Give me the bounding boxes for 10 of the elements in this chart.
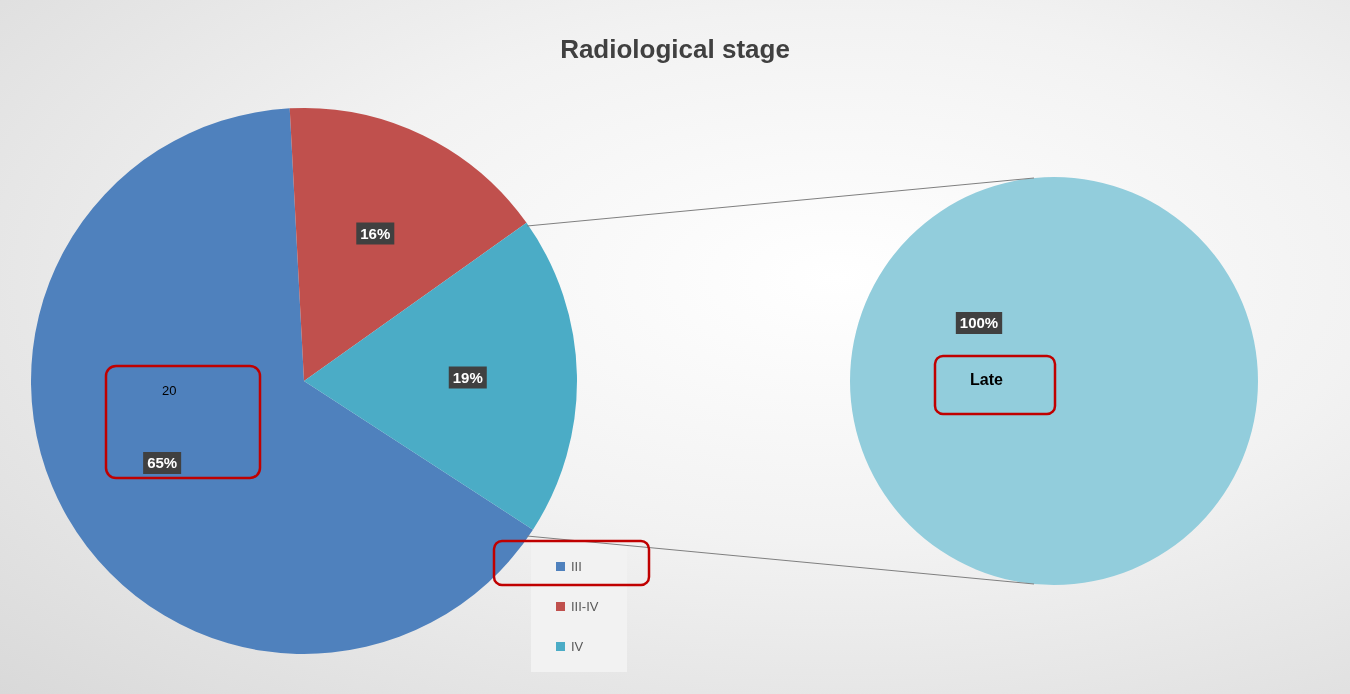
slice-label: Late <box>970 371 1003 389</box>
data-label: 65% <box>147 454 178 472</box>
legend-label: IV <box>571 638 584 654</box>
text: Radiological stage <box>559 34 791 65</box>
legend-label: III <box>571 558 582 574</box>
legend-label: III-IV <box>571 598 599 614</box>
data-label: 19% <box>452 368 483 386</box>
text: 20 <box>162 383 177 398</box>
data-label: 100% <box>959 314 999 332</box>
data-label: 16% <box>360 224 391 242</box>
